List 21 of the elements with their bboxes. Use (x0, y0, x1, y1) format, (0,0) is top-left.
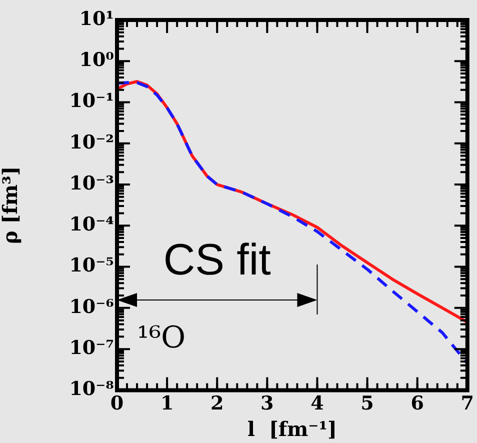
ref-line-label: CS fit (163, 236, 271, 285)
y-axis-title: ρ [fm³] (0, 166, 22, 244)
y-tick-label: 10⁻⁵ (69, 254, 114, 277)
y-tick-label: 10⁻⁷ (69, 337, 114, 360)
y-tick-label: 10⁰ (79, 49, 114, 72)
x-tick-label: 0 (110, 392, 124, 415)
x-tick-label: 4 (310, 392, 324, 415)
x-tick-label: 1 (160, 392, 174, 415)
x-tick-label: 3 (260, 392, 274, 415)
x-axis-title: l [fm⁻¹] (247, 417, 337, 442)
y-tick-label: 10⁻⁴ (69, 214, 114, 236)
x-tick-label: 5 (360, 392, 374, 415)
y-tick-label: 10⁻³ (69, 172, 114, 194)
y-tick-label: 10⁻² (69, 131, 114, 154)
x-tick-label: 6 (410, 392, 424, 415)
x-tick-label: 7 (460, 392, 474, 415)
y-tick-label: 10⁻⁶ (69, 296, 114, 318)
annotation: ¹⁶O (137, 320, 186, 356)
y-tick-label: 10¹ (79, 8, 114, 30)
x-tick-label: 2 (210, 392, 224, 415)
y-tick-label: 10⁻¹ (69, 90, 114, 112)
